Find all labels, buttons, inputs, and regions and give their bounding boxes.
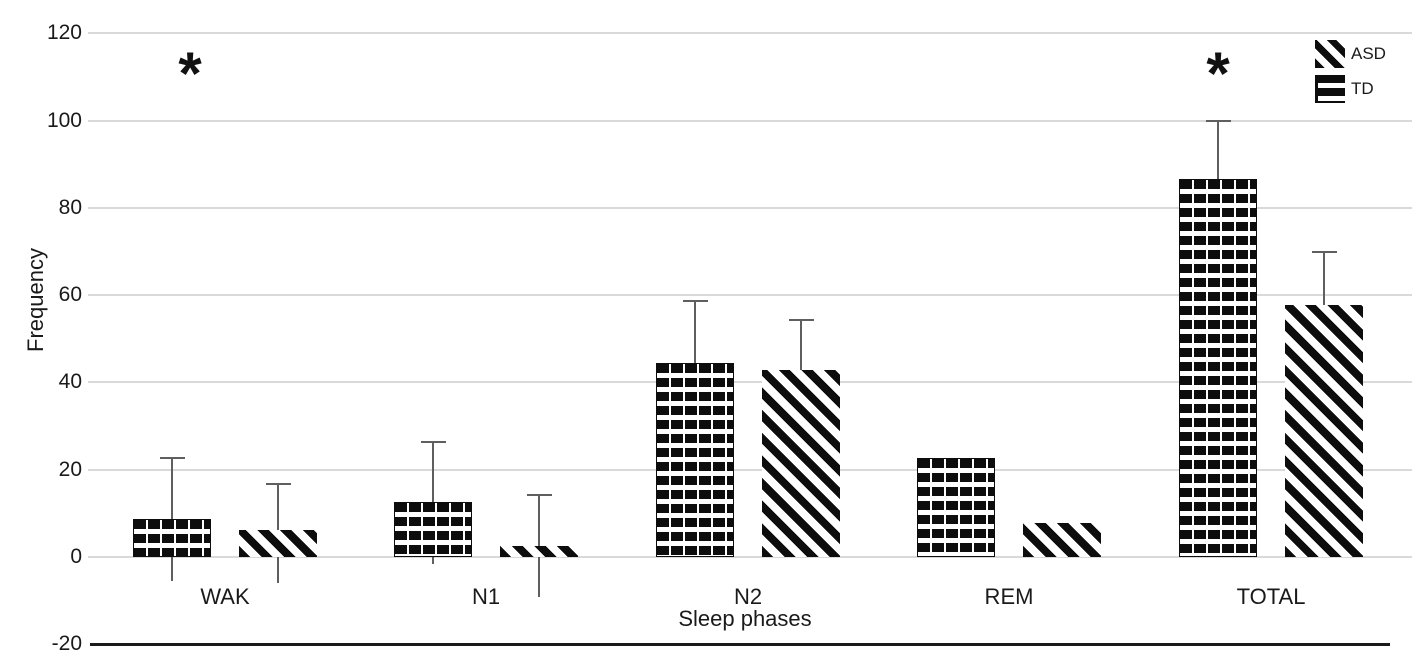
error-bar-cap [682,300,708,303]
significance-asterisk-wak: * [178,40,202,107]
bar-asd-n1 [500,546,578,557]
bar-asd-total [1285,305,1363,557]
error-bar-cap [1311,250,1337,253]
error-bar-upper [694,301,696,364]
error-bar-upper [1323,251,1325,306]
significance-asterisk-total: * [1206,40,1230,107]
legend-item-td: TD [1315,75,1386,103]
gridline-y80 [88,206,1412,209]
error-bar-lower [171,557,173,581]
error-bar-cap [1205,119,1231,122]
y-tick-label-120: 120 [46,21,82,45]
y-tick-label-40: 40 [58,370,82,394]
td-pattern-swatch-icon [1315,75,1345,103]
y-tick-label--20: -20 [51,632,82,656]
error-bar-lower [538,557,540,598]
y-tick-label-20: 20 [58,457,82,481]
bar-td-n2 [656,363,734,557]
x-tick-label-n1: N1 [471,584,501,609]
y-tick-label-60: 60 [58,283,82,307]
x-axis-title: Sleep phases [678,606,812,631]
error-bar-lower [432,557,434,564]
bar-td-rem [917,457,995,557]
x-tick-label-wak: WAK [200,584,250,609]
x-tick-label-rem: REM [984,584,1034,609]
gridline-y100 [88,119,1412,122]
gridline-y40 [88,381,1412,384]
error-bar-upper [171,457,173,520]
bar-td-total [1179,178,1257,557]
legend: ASD TD [1315,40,1386,110]
gridline-y120 [88,32,1412,35]
legend-item-asd: ASD [1315,40,1386,68]
asd-pattern-swatch-icon [1315,40,1345,68]
bar-asd-n2 [762,370,840,557]
legend-label-td: TD [1351,79,1374,98]
bar-td-n1 [394,502,472,557]
x-tick-label-total: TOTAL [1236,584,1306,609]
x-tick-label-n2: N2 [733,584,763,609]
bar-asd-wak [239,529,317,557]
gridline-y60 [88,294,1412,297]
error-bar-cap [788,319,814,322]
x-axis-baseline [90,643,1390,646]
y-tick-label-100: 100 [46,108,82,132]
error-bar-lower [277,557,279,584]
error-bar-upper [538,494,540,547]
bar-td-wak [133,519,211,557]
gridline-y0 [88,556,1412,558]
gridline-y20 [88,468,1412,471]
error-bar-cap [420,440,446,443]
bar-asd-rem [1023,522,1101,557]
y-tick-label-80: 80 [58,195,82,219]
error-bar-upper [800,320,802,371]
error-bar-cap [526,493,552,496]
error-bar-cap [265,482,291,485]
y-tick-label-0: 0 [70,545,82,568]
legend-label-asd: ASD [1351,44,1386,63]
error-bar-upper [1217,120,1219,179]
error-bar-upper [277,483,279,530]
error-bar-upper [432,441,434,503]
error-bar-cap [159,456,185,459]
